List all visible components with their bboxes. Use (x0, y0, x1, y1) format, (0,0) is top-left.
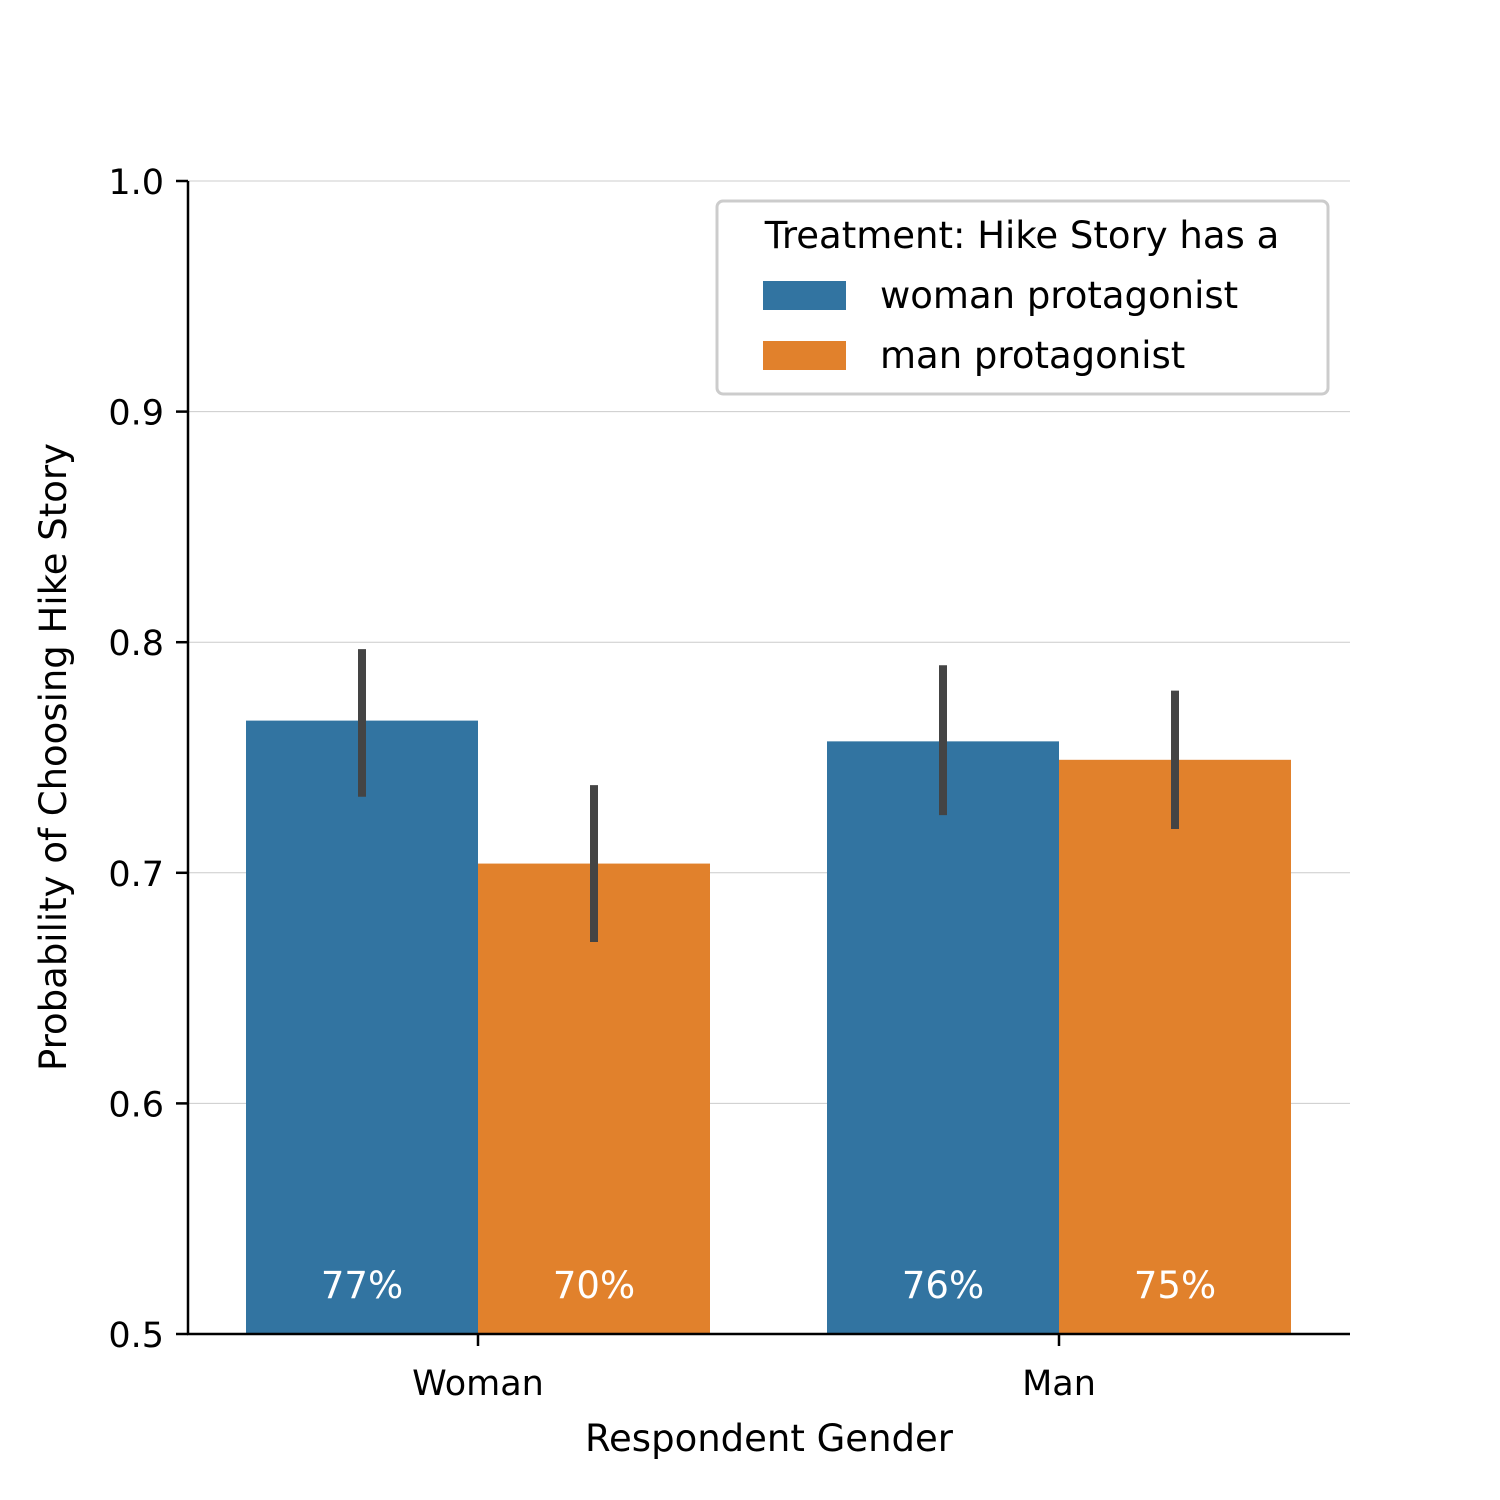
y-tick-label-0-9: 0.9 (108, 394, 164, 434)
bar-man-woman-protagonist (827, 741, 1059, 1334)
legend-swatch-woman-protagonist (763, 281, 846, 310)
x-tick-label-man: Man (1022, 1364, 1096, 1404)
axes: 0.5 0.6 0.7 0.8 0.9 1.0 Woman Man (108, 163, 1350, 1404)
bar-labels: 77% 76% 70% 75% (321, 1264, 1216, 1307)
bar-woman-woman-protagonist (246, 720, 478, 1334)
y-tick-label-0-5: 0.5 (108, 1316, 164, 1356)
bar-man-man-protagonist (1059, 759, 1291, 1334)
x-axis-title: Respondent Gender (585, 1417, 954, 1460)
y-tick-label-0-7: 0.7 (108, 855, 164, 895)
bar-label-man-woman-protagonist: 76% (902, 1264, 984, 1307)
legend-label-woman-protagonist: woman protagonist (880, 274, 1238, 317)
legend-swatch-man-protagonist (763, 341, 846, 370)
bars (246, 720, 1291, 1334)
bar-label-woman-man-protagonist: 70% (553, 1264, 635, 1307)
legend-label-man-protagonist: man protagonist (880, 334, 1185, 377)
y-tick-label-1-0: 1.0 (108, 163, 164, 203)
bar-label-man-man-protagonist: 75% (1134, 1264, 1216, 1307)
y-tick-label-0-6: 0.6 (108, 1085, 164, 1125)
y-axis-title: Probability of Choosing Hike Story (32, 443, 75, 1071)
legend: Treatment: Hike Story has a woman protag… (715, 199, 1330, 396)
error-bars (358, 649, 1179, 942)
bar-label-woman-woman-protagonist: 77% (321, 1264, 403, 1307)
legend-frame (715, 199, 1330, 396)
x-tick-label-woman: Woman (412, 1364, 544, 1404)
y-tick-label-0-8: 0.8 (108, 624, 164, 664)
legend-title: Treatment: Hike Story has a (764, 214, 1280, 257)
